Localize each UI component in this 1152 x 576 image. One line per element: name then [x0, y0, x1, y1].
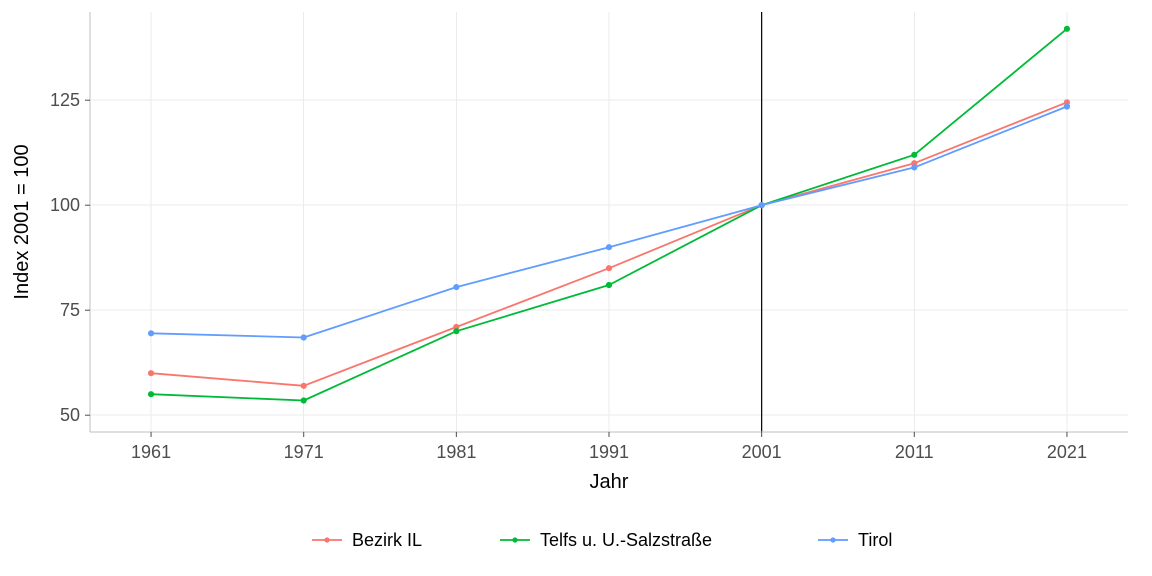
series-point [454, 285, 459, 290]
legend-key-point [512, 537, 517, 542]
series-point [301, 335, 306, 340]
y-axis-title: Index 2001 = 100 [11, 144, 33, 299]
series-point [148, 392, 153, 397]
chart-container: 1961 1971 1981 1991 2001 2011 2021 50 75 100 125 Ja… [0, 0, 1152, 576]
series-point [606, 245, 611, 250]
series-point [606, 282, 611, 287]
legend-label: Bezirk IL [352, 530, 422, 550]
legend-key-point [324, 537, 329, 542]
x-tick-label: 2021 [1047, 442, 1087, 462]
series-point [606, 266, 611, 271]
y-tick-label: 50 [60, 405, 80, 425]
series-point [912, 152, 917, 157]
y-tick-label: 125 [50, 90, 80, 110]
legend-key-point [830, 537, 835, 542]
series-point [912, 165, 917, 170]
series-point [301, 383, 306, 388]
legend-label: Tirol [858, 530, 892, 550]
x-tick-label: 1971 [284, 442, 324, 462]
x-tick-label: 1991 [589, 442, 629, 462]
legend-label: Telfs u. U.-Salzstraße [540, 530, 712, 550]
chart-svg: 1961 1971 1981 1991 2001 2011 2021 50 75 100 125 Ja… [0, 0, 1152, 576]
series-point [759, 203, 764, 208]
x-tick-label: 2011 [895, 442, 934, 462]
y-tick-label: 75 [60, 300, 80, 320]
series-point [454, 329, 459, 334]
series-point [301, 398, 306, 403]
series-point [1064, 104, 1069, 109]
x-tick-label: 1961 [131, 442, 171, 462]
x-tick-label: 1981 [436, 442, 476, 462]
x-tick-label: 2001 [742, 442, 782, 462]
x-axis-title: Jahr [590, 471, 629, 493]
series-point [148, 371, 153, 376]
series-point [148, 331, 153, 336]
series-point [1064, 26, 1069, 31]
y-tick-label: 100 [50, 195, 80, 215]
